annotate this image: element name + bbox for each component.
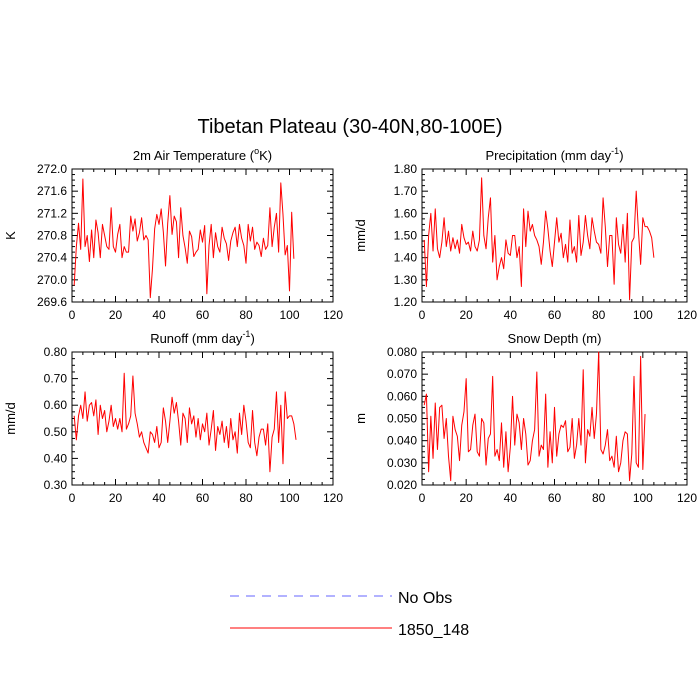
panel-title-text: 2m Air Temperature ( (133, 148, 255, 163)
panel-title-superscript: -1 (242, 329, 250, 339)
legend-entry-no-obs: No Obs (230, 590, 452, 607)
panel-title-snow-depth: Snow Depth (m) (508, 331, 602, 346)
x-tick-label: 20 (109, 491, 123, 505)
y-tick-label: 0.30 (44, 478, 68, 492)
y-axis-label-runoff: mm/d (3, 402, 18, 435)
y-tick-label: 272.0 (37, 162, 67, 176)
y-tick-label: 0.60 (44, 398, 68, 412)
x-tick-label: 100 (633, 308, 653, 322)
plot-frame-temperature (71, 168, 334, 303)
x-tick-label: 80 (592, 491, 606, 505)
x-tick-label: 120 (677, 308, 697, 322)
y-tick-label: 270.4 (37, 251, 67, 265)
x-tick-label: 80 (239, 308, 253, 322)
x-tick-label: 120 (677, 491, 697, 505)
x-tick-label: 40 (152, 491, 166, 505)
panel-title-suffix: ) (250, 331, 254, 346)
y-tick-label: 271.6 (37, 184, 67, 198)
y-axis-label-temperature: K (3, 231, 18, 240)
y-tick-label: 270.0 (37, 273, 67, 287)
panel-title-suffix: K) (259, 148, 272, 163)
x-tick-label: 20 (109, 308, 123, 322)
plot-frame-precipitation (421, 168, 688, 303)
x-tick-label: 0 (69, 491, 76, 505)
panel-precipitation: Precipitation (mm day-1) mm/d 0 20 40 60 80 100… (353, 146, 697, 322)
x-tick-label: 60 (196, 491, 210, 505)
x-tick-label: 40 (504, 308, 518, 322)
y-axis-label-snow-depth: m (353, 413, 368, 424)
y-axis-label-precipitation: mm/d (353, 219, 368, 252)
x-tick-label: 20 (459, 308, 473, 322)
panel-title-text: Snow Depth (m) (508, 331, 602, 346)
y-tick-label: 1.80 (394, 162, 418, 176)
panel-snow-depth: Snow Depth (m) m 0 20 40 60 80 100 120 0.020 0.030… (353, 331, 697, 505)
legend-label-1850-148: 1850_148 (398, 622, 469, 639)
x-tick-label: 60 (548, 308, 562, 322)
figure-title: Tibetan Plateau (30-40N,80-100E) (198, 116, 503, 138)
y-tick-label: 0.050 (387, 412, 417, 426)
x-tick-label: 100 (279, 308, 299, 322)
y-tick-label: 1.70 (394, 184, 418, 198)
y-tick-label: 1.40 (394, 251, 418, 265)
y-tick-label: 270.8 (37, 229, 67, 243)
x-tick-label: 0 (69, 308, 76, 322)
y-tick-label: 269.6 (37, 295, 67, 309)
legend-entry-1850-148: 1850_148 (230, 622, 469, 639)
legend-label-no-obs: No Obs (398, 590, 452, 607)
y-tick-label: 0.070 (387, 367, 417, 381)
x-tick-label: 120 (323, 491, 343, 505)
x-tick-label: 0 (419, 491, 426, 505)
panel-runoff: Runoff (mm day-1) mm/d 0 20 40 60 80 100 120 0.30… (3, 329, 343, 505)
panel-temperature: 2m Air Temperature (oK) K 0 20 40 60 80 100 120 2… (3, 146, 343, 322)
x-tick-label: 60 (196, 308, 210, 322)
panel-title-temperature: 2m Air Temperature (oK) (133, 146, 272, 163)
plot-frame-runoff (71, 351, 334, 486)
series-line-precipitation (423, 177, 655, 301)
y-tick-label: 0.060 (387, 389, 417, 403)
y-tick-label: 1.50 (394, 229, 418, 243)
x-tick-label: 100 (633, 491, 653, 505)
panel-title-superscript: -1 (611, 146, 619, 156)
x-tick-label: 120 (323, 308, 343, 322)
x-tick-label: 100 (279, 491, 299, 505)
panel-title-text: Runoff (mm day (150, 331, 243, 346)
x-tick-label: 80 (592, 308, 606, 322)
panel-title-precipitation: Precipitation (mm day-1) (485, 146, 623, 163)
x-tick-label: 40 (504, 491, 518, 505)
x-tick-label: 60 (548, 491, 562, 505)
y-tick-label: 0.70 (44, 372, 68, 386)
x-tick-label: 40 (152, 308, 166, 322)
y-tick-label: 1.60 (394, 206, 418, 220)
series-line-runoff (73, 372, 297, 473)
y-tick-label: 0.040 (387, 434, 417, 448)
chart-panels: 2m Air Temperature (oK) K 0 20 40 60 80 100 120 2… (3, 146, 697, 505)
panel-title-superscript: o (254, 146, 259, 156)
series-line-snow-depth (423, 351, 646, 482)
y-tick-label: 1.20 (394, 295, 418, 309)
legend: No Obs 1850_148 (230, 590, 469, 639)
y-tick-label: 0.50 (44, 425, 68, 439)
y-tick-label: 0.80 (44, 345, 68, 359)
panel-title-suffix: ) (619, 148, 623, 163)
series-line-temperature (73, 178, 295, 299)
y-tick-label: 271.2 (37, 206, 67, 220)
y-tick-label: 0.40 (44, 451, 68, 465)
panel-title-text: Precipitation (mm day (485, 148, 611, 163)
x-tick-label: 20 (459, 491, 473, 505)
x-tick-label: 80 (239, 491, 253, 505)
y-tick-label: 0.030 (387, 456, 417, 470)
y-tick-label: 0.020 (387, 478, 417, 492)
x-tick-label: 0 (419, 308, 426, 322)
y-tick-label: 0.080 (387, 345, 417, 359)
y-tick-label: 1.30 (394, 273, 418, 287)
panel-title-runoff: Runoff (mm day-1) (150, 329, 255, 346)
